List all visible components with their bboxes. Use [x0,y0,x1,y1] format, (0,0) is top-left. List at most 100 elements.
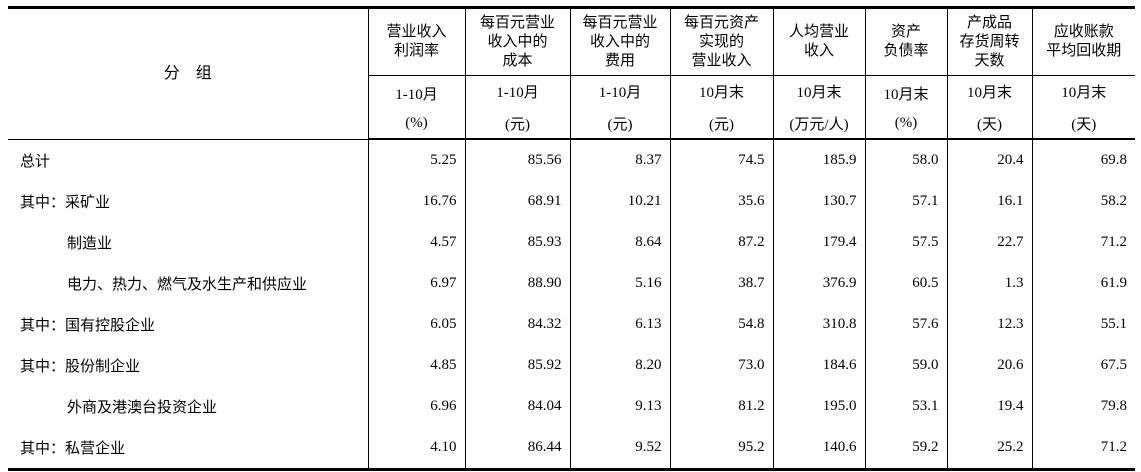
cell-value: 55.1 [1031,304,1135,345]
unit-label: (元) [607,116,633,133]
cell-value: 6.97 [367,263,465,304]
cell-value: 195.0 [772,386,865,427]
period-cell: 10月末 (万元/人) [772,75,865,140]
row-label: 其中：采矿业 [8,181,368,222]
period-cell: 10月末 (天) [1031,75,1135,140]
cell-value: 85.56 [464,139,570,181]
cell-value: 9.13 [569,386,670,427]
cell-value: 6.05 [367,304,465,345]
header-line: 每百元资产 [683,14,759,31]
cell-value: 58.2 [1031,181,1135,222]
table-row-total: 总计 5.25 85.56 8.37 74.5 185.9 58.0 20.4 … [8,139,1135,181]
table-row-manufacturing: 制造业 4.57 85.93 8.64 87.2 179.4 57.5 22.7… [8,222,1135,263]
cell-value: 12.3 [946,304,1032,345]
header-line: 负债率 [883,43,929,59]
period-label: 1-10月 [496,84,539,101]
row-name: 制造业 [67,236,113,252]
cell-value: 68.91 [464,181,570,222]
cell-value: 179.4 [772,222,865,263]
header-line: 费用 [604,52,635,69]
row-prefix: 其中： [20,318,66,334]
cell-value: 6.13 [569,304,670,345]
header-line: 每百元营业 [479,14,555,31]
cell-value: 59.2 [864,427,947,470]
period-label: 10月末 [796,84,842,101]
cell-value: 61.9 [1031,263,1135,304]
cell-value: 140.6 [772,427,865,470]
unit-label: (元) [505,116,530,133]
cell-value: 79.8 [1031,386,1135,427]
cell-value: 38.7 [669,263,773,304]
header-line: 实现的 [698,33,744,50]
period-label: 10月末 [698,84,744,101]
cell-value: 8.20 [569,345,670,386]
header-line: 利润率 [393,43,439,59]
table-row-state-holding: 其中：国有控股企业 6.05 84.32 6.13 54.8 310.8 57.… [8,304,1135,345]
unit-label: (元) [709,116,734,133]
period-label: 10月末 [1061,84,1107,101]
header-line: 应收账款 [1053,24,1114,40]
cell-value: 71.2 [1031,222,1135,263]
period-cell: 1-10月 (元) [464,75,570,140]
row-name: 采矿业 [65,195,111,211]
cell-value: 69.8 [1031,139,1135,181]
header-line: 每百元营业 [582,14,658,31]
col-header-receivables-collection-period: 应收账款 平均回收期 [1031,7,1135,76]
header-period-row: 1-10月 (%) 1-10月 (元) 1-10月 (元) 10月末 (元) 1… [8,75,1135,140]
cell-value: 95.2 [669,427,773,470]
unit-label: (万元/人) [789,116,849,133]
unit-label: (天) [1071,116,1097,133]
cell-value: 85.93 [464,222,570,263]
table-row-mining: 其中：采矿业 16.76 68.91 10.21 35.6 130.7 57.1… [8,181,1135,222]
cell-value: 71.2 [1031,427,1135,470]
cell-value: 58.0 [864,139,947,181]
period-cell: 1-10月 (%) [367,75,465,140]
row-prefix: 其中： [20,195,66,211]
cell-value: 19.4 [946,386,1032,427]
cell-value: 74.5 [669,139,773,181]
row-label: 其中：私营企业 [8,427,368,470]
cell-value: 35.6 [669,181,773,222]
col-header-asset-liability-ratio: 资产 负债率 [864,7,947,76]
cell-value: 88.90 [464,263,570,304]
header-line: 收入中的 [487,33,548,50]
period-cell: 10月末 (元) [669,75,773,140]
table-row-utilities: 电力、热力、燃气及水生产和供应业 6.97 88.90 5.16 38.7 37… [8,263,1135,304]
row-name: 私营企业 [65,441,126,457]
cell-value: 59.0 [864,345,947,386]
col-header-cost-per-100yuan-revenue: 每百元营业 收入中的 成本 [464,7,570,76]
cell-value: 73.0 [669,345,773,386]
cell-value: 85.92 [464,345,570,386]
row-name: 国有控股企业 [65,318,156,334]
header-line: 资产 [890,24,921,40]
header-line: 平均回收期 [1046,43,1122,59]
row-label: 其中：股份制企业 [8,345,368,386]
cell-value: 5.25 [367,139,465,181]
table-row-foreign-invested: 外商及港澳台投资企业 6.96 84.04 9.13 81.2 195.0 53… [8,386,1135,427]
period-label: 10月末 [883,86,929,103]
col-header-revenue-per-100yuan-assets: 每百元资产 实现的 营业收入 [669,7,773,76]
col-header-expense-per-100yuan-revenue: 每百元营业 收入中的 费用 [569,7,670,76]
cell-value: 67.5 [1031,345,1135,386]
cell-value: 130.7 [772,181,865,222]
row-label: 外商及港澳台投资企业 [8,386,368,427]
row-label: 电力、热力、燃气及水生产和供应业 [8,263,368,304]
unit-label: (天) [977,116,1002,133]
period-cell: 10月末 (%) [864,75,947,140]
header-title-row: 分 组 营业收入 利润率 每百元营业 收入中的 成本 每百元营业 收入中的 费用… [8,7,1135,140]
cell-value: 22.7 [946,222,1032,263]
row-name: 总计 [20,153,51,170]
header-line: 天数 [974,52,1005,69]
cell-value: 16.76 [367,181,465,222]
period-label: 10月末 [966,84,1012,101]
header-line: 产成品 [966,14,1012,31]
row-name: 电力、热力、燃气及水生产和供应业 [67,277,308,293]
table-row-joint-stock: 其中：股份制企业 4.85 85.92 8.20 73.0 184.6 59.0… [8,345,1135,386]
cell-value: 5.16 [569,263,670,304]
header-line: 收入 [803,43,834,59]
col-header-revenue-per-capita: 人均营业 收入 [772,7,865,76]
cell-value: 310.8 [772,304,865,345]
cell-value: 57.5 [864,222,947,263]
period-label: 1-10月 [395,86,438,103]
